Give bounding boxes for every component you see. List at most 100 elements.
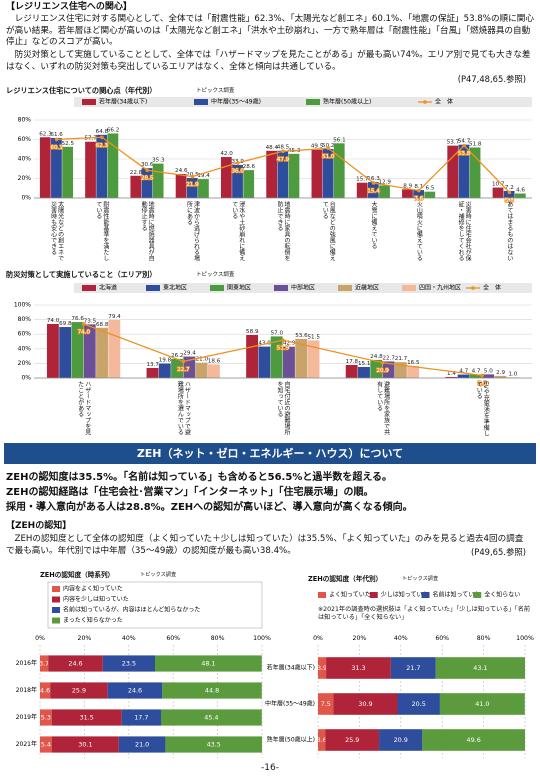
bar [62,146,73,198]
line-point [281,338,285,342]
x-tick-label: 20% [353,635,367,642]
legend-label: 内容をよく知っていた [63,585,123,593]
category-label: 地震時に家具の転倒を防止できる [276,201,290,261]
data-label: 17.7 [134,714,148,722]
data-label: 21.7 [395,356,408,362]
legend-swatch [52,586,60,592]
bar [457,374,470,378]
chart-title: ZEHの認知度（年代別） [308,575,383,583]
bar [482,374,495,378]
data-label: 66.2 [107,127,119,133]
bar-segment [160,709,262,726]
data-label: 5.3 [41,714,51,722]
data-label: 31.5 [80,714,94,722]
legend-swatch [194,99,208,105]
bar-segment [40,655,49,672]
y-tick-label: 0% [21,375,31,382]
bar [424,191,436,198]
data-label: 19.4 [197,173,210,179]
bar-segment [325,729,380,751]
bar-segment [318,729,326,751]
legend-label: 全 体 [483,284,501,292]
category-label: 自宅付近の避難場所を知っている [276,381,290,435]
line-point [145,168,149,173]
bar [295,338,308,378]
highlight: ZEHの認知経路は「住宅会社･営業マン」「インターネット」「住宅展示場」の順。 [6,487,374,498]
legend-swatch [471,286,475,290]
data-label: 7.5 [321,700,331,708]
data-label: 52.5 [62,141,75,147]
data-label: 50.2 [322,143,334,149]
y-tick-label: 60% [18,331,32,338]
data-label: 5.4 [41,741,51,749]
category-label: 浸水や土砂崩れに備えている [230,201,245,261]
data-label: 20.9 [376,368,389,374]
data-label: 7.6 [414,196,423,202]
bar [458,144,470,198]
bar [186,178,198,198]
data-label: 8.1 [414,184,423,190]
data-label: 15.4 [367,188,380,194]
data-label: 41.0 [475,700,489,708]
footnote: ※2021年の調査時の選択肢は「よく知っていた」「少しは知っている」「名前は知っ… [318,606,531,621]
bar-segment [51,709,122,726]
data-label: 49.6 [467,736,481,744]
bar-segment [51,736,119,753]
data-label: 15.7 [356,177,369,183]
bar [283,346,295,378]
line-point [82,322,86,326]
data-label: 4.6 [40,687,50,695]
bar-segment [165,736,262,753]
legend-swatch [369,592,378,598]
chart-title: ZEHの認知度（時系列） [40,571,115,579]
legend-label: 熟年層(50歳以上) [323,98,371,106]
bar [266,150,278,198]
legend-swatch [306,99,320,105]
legend-label: 中年層(35〜49歳) [211,98,261,106]
chart-note: トピックス調査 [196,88,235,94]
bar [506,377,519,378]
data-label: 74.0 [47,318,60,324]
data-label: 25.9 [72,687,86,695]
chart-title: 防災対策として実施していること（エリア別） [6,270,157,279]
category-label: ハザードマップで避難場所を選んでいる [176,381,191,435]
chart-note: トピックス調査 [140,572,177,578]
bar [258,346,271,378]
data-label: 51.5 [307,334,320,340]
data-label: 15.1 [358,361,371,367]
data-label: 24.8 [370,354,383,360]
bar [220,157,232,198]
bar [175,174,187,198]
category-label: 津波から逃げられる場所にある [185,201,200,261]
bar [243,170,255,198]
bar-segment [439,693,525,715]
data-label: 42.0 [220,151,233,157]
legend-swatch [274,285,288,291]
data-label: 1.0 [508,371,517,377]
data-label: 43.1 [473,664,487,672]
data-label: 16.3 [367,176,380,182]
data-label: 56.1 [333,137,346,143]
category-label: 地震時に燃焼器具が自動停止する [140,201,155,261]
bar [514,193,526,198]
x-tick-label: 0% [35,635,45,642]
legend-label: 四国・九州地区 [419,284,461,292]
data-label: 1.4 [447,371,456,377]
data-label: 79.4 [108,314,121,320]
data-label: 23.5 [122,660,136,668]
data-label: 69.8 [59,321,72,327]
data-label: 24.6 [128,687,142,695]
y-tick-label: 40% [18,345,32,352]
bar-segment [40,682,51,699]
x-tick-label: 60% [435,635,449,642]
bar [146,367,159,378]
bar [503,190,515,198]
data-label: 60.1 [50,145,63,151]
legend-swatch [82,285,96,291]
legend-swatch [423,100,427,104]
data-label: 30.6 [141,162,154,168]
legend-box [74,283,532,293]
data-label: 8.9 [403,183,412,189]
category-label: あてはまるものはない [505,201,513,261]
x-tick-label: 20% [78,635,92,642]
